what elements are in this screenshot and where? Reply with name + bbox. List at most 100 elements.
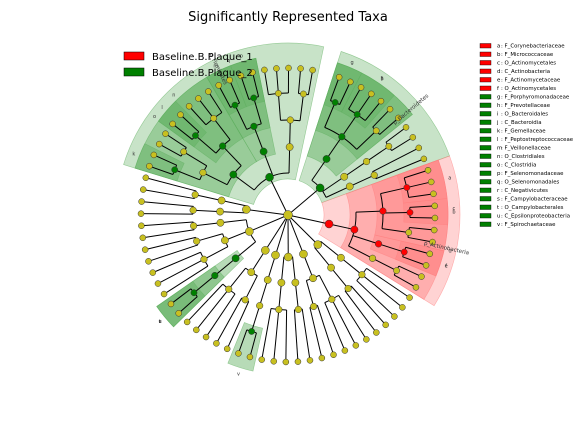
tree-branch xyxy=(148,244,198,262)
legend-label-plaque-2: Baseline.B.Plaque_2 xyxy=(152,68,253,79)
clade-letter-n: n xyxy=(172,93,175,99)
tree-branch xyxy=(402,256,427,266)
tree-node xyxy=(282,358,290,366)
tree-node xyxy=(370,171,378,179)
tree-branch xyxy=(180,114,200,133)
tree-node xyxy=(190,222,198,230)
key-name-v: : F_Spirochaetaceae xyxy=(501,222,556,228)
key-name-d: : C_Actinobacteria xyxy=(501,69,550,75)
tree-branch xyxy=(250,250,266,273)
key-letter-s: s xyxy=(497,197,500,203)
tree-node xyxy=(215,82,222,89)
tree-branch xyxy=(249,332,257,358)
tree-node xyxy=(430,226,438,234)
tree-branch xyxy=(263,151,274,176)
key-letter-r: r xyxy=(497,188,500,194)
tree-branch xyxy=(233,174,255,191)
tree-node xyxy=(216,218,225,227)
tree-node xyxy=(270,358,278,365)
tree-branch xyxy=(372,257,397,272)
tree-branch xyxy=(253,97,262,124)
significant-node xyxy=(400,248,408,256)
clade-letter-u: u xyxy=(159,319,162,325)
key-letter-b: b xyxy=(497,52,501,58)
tree-branch xyxy=(145,177,197,192)
clade-letter-d: d xyxy=(449,249,452,255)
tree-branch xyxy=(163,265,209,295)
tree-node xyxy=(183,318,191,326)
key-letter-q: q xyxy=(497,180,500,186)
tree-branch xyxy=(237,329,248,354)
tree-branch xyxy=(280,256,285,283)
tree-branch xyxy=(153,154,177,166)
tree-node xyxy=(297,65,304,72)
tree-node xyxy=(175,310,182,317)
key-letter-l: l xyxy=(497,137,499,143)
significant-node xyxy=(265,173,274,182)
tree-node xyxy=(261,66,268,74)
tree-node xyxy=(310,302,318,311)
tree-node xyxy=(241,296,249,304)
tree-node xyxy=(363,336,370,343)
tree-branch xyxy=(385,126,407,143)
tree-branch xyxy=(158,143,182,157)
tree-branch xyxy=(356,280,395,317)
tree-node xyxy=(155,140,163,148)
legend-label-plaque-1: Baseline.B.Plaque_1 xyxy=(152,52,253,63)
tree-branch xyxy=(221,200,248,207)
key-name-u: : C_Epsilonproteobacteria xyxy=(501,214,570,220)
tree-node xyxy=(162,130,169,137)
tree-branch xyxy=(338,295,367,340)
tree-node xyxy=(210,114,217,122)
significant-node xyxy=(406,209,414,216)
tree-node xyxy=(189,206,197,214)
key-swatch-l xyxy=(479,136,492,142)
tree-node xyxy=(285,143,294,151)
clade-letter-f: f xyxy=(445,263,447,269)
tree-node xyxy=(424,167,432,174)
tree-node xyxy=(309,274,317,283)
tree-node xyxy=(399,304,406,311)
tree-node xyxy=(352,342,360,349)
tree-branch xyxy=(193,209,221,213)
tree-branch xyxy=(220,219,247,224)
tree-branch xyxy=(366,267,410,299)
tree-branch xyxy=(297,68,302,94)
tree-branch xyxy=(309,307,323,359)
significant-node xyxy=(353,111,361,118)
tree-node xyxy=(177,111,184,118)
key-name-p: : F_Selenomonadaceae xyxy=(501,171,564,177)
key-swatch-f xyxy=(479,85,492,91)
clade-shade-k xyxy=(134,143,185,182)
significant-node xyxy=(350,225,359,234)
tree-node xyxy=(306,357,314,364)
tree-node xyxy=(169,120,176,128)
key-name-a: : F_Corynebacteriaceae xyxy=(501,44,565,50)
tree-node xyxy=(427,178,435,186)
tree-branch xyxy=(324,102,336,128)
tree-branch xyxy=(378,243,405,253)
tree-branch xyxy=(197,98,215,119)
tree-branch xyxy=(207,91,223,113)
tree-node xyxy=(271,250,280,260)
tree-branch xyxy=(157,258,205,285)
significant-node xyxy=(231,101,239,109)
tree-branch xyxy=(307,69,314,95)
tree-node xyxy=(275,306,283,314)
key-swatch-k xyxy=(479,128,492,134)
tree-branch xyxy=(364,100,382,121)
tree-branch xyxy=(341,114,358,138)
chart-title: Significantly Represented Taxa xyxy=(188,10,388,25)
tree-branch xyxy=(273,309,280,362)
key-swatch-c xyxy=(479,60,492,66)
tree-branch xyxy=(348,245,373,259)
tree-nodes-layer xyxy=(137,64,439,366)
key-swatch-q xyxy=(479,179,492,185)
tree-branch xyxy=(302,253,314,279)
tree-node xyxy=(285,64,292,72)
key-name-f: : O_Actinomycetales xyxy=(501,86,556,92)
tree-branch xyxy=(405,246,430,255)
tree-branch xyxy=(220,211,247,214)
key-letter-u: u xyxy=(497,214,500,220)
tree-node xyxy=(246,353,254,361)
